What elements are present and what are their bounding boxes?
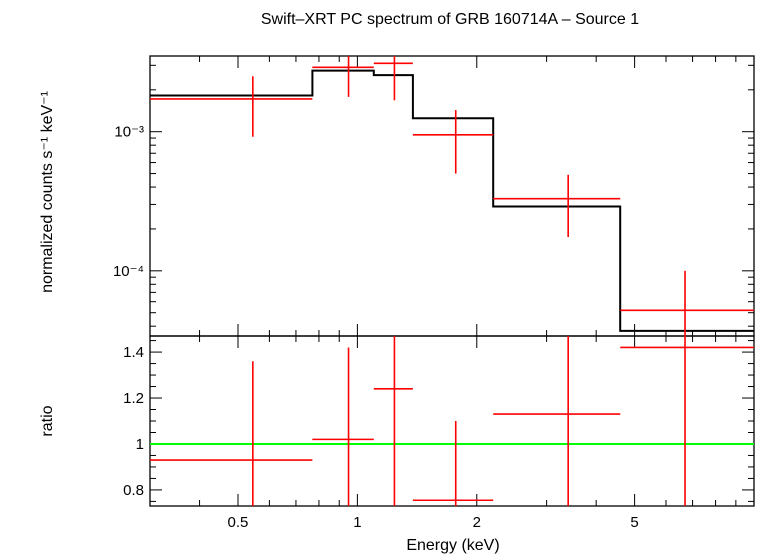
plot-layer: 0.5 1 2 5 10⁻³ 10⁻⁴ 0.8 1 1.2 1.4 bbox=[113, 55, 755, 531]
bottom-panel-frame bbox=[149, 335, 755, 507]
top-y-tick-label: 10⁻³ bbox=[114, 124, 144, 141]
bottom-y-tick-label: 0.8 bbox=[123, 482, 144, 499]
top-panel-frame bbox=[149, 55, 755, 337]
x-tick-label: 5 bbox=[630, 514, 638, 531]
chart-title: Swift–XRT PC spectrum of GRB 160714A – S… bbox=[261, 11, 639, 28]
bottom-y-tick-label: 1.4 bbox=[123, 344, 144, 361]
x-tick-label: 0.5 bbox=[228, 514, 249, 531]
top-y-axis-label: normalized counts s⁻¹ keV⁻¹ bbox=[39, 91, 56, 293]
x-tick-label: 1 bbox=[353, 514, 361, 531]
top-y-tick-label: 10⁻⁴ bbox=[113, 263, 144, 280]
x-tick-label: 2 bbox=[473, 514, 481, 531]
model-step-line bbox=[150, 69, 754, 332]
bottom-y-tick-label: 1.2 bbox=[123, 390, 144, 407]
x-axis-label: Energy (keV) bbox=[406, 537, 499, 554]
bottom-y-axis-label: ratio bbox=[39, 405, 56, 436]
bottom-y-tick-label: 1 bbox=[136, 436, 144, 453]
